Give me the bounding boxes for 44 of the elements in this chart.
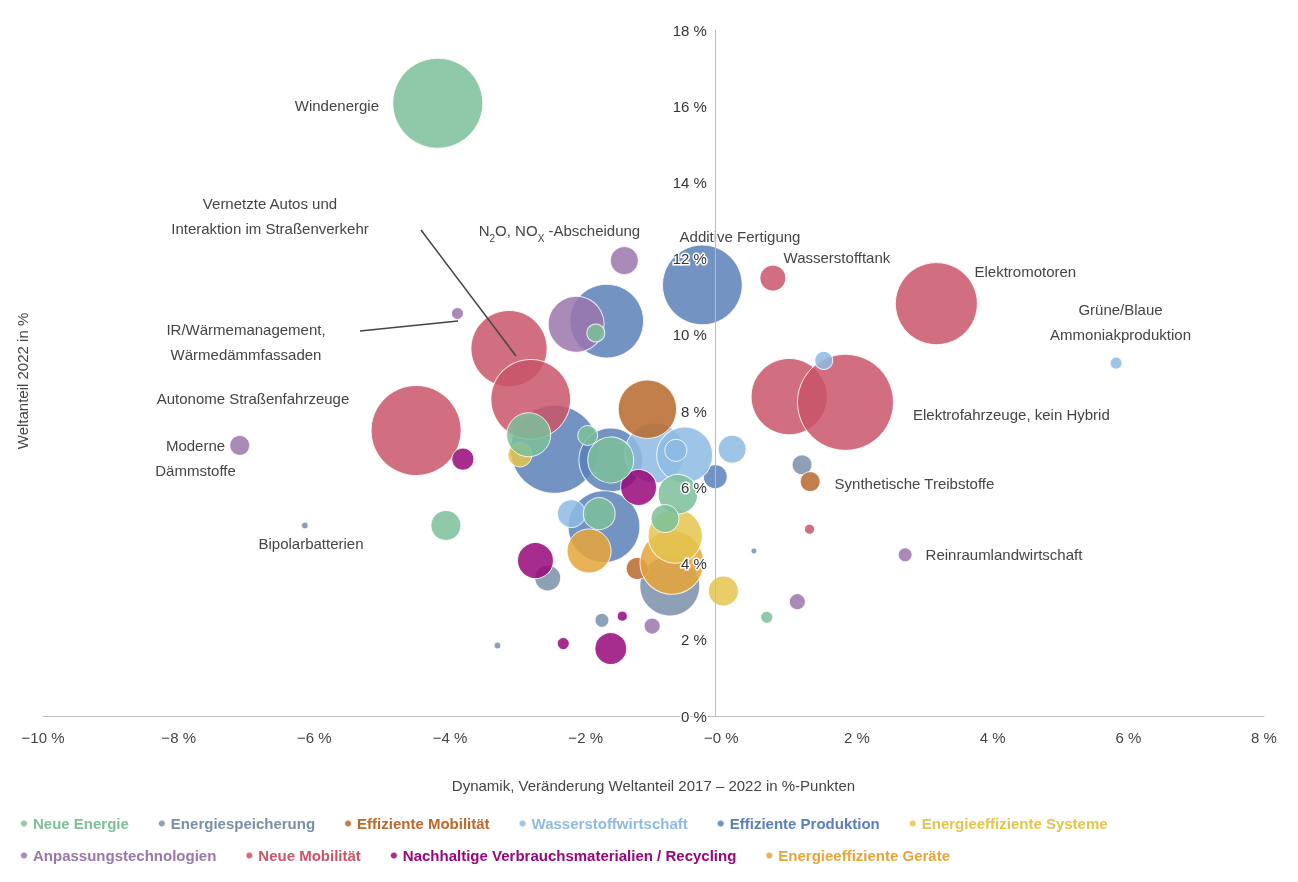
annotation: Synthetische Treibstoffe xyxy=(834,475,995,493)
legend-label: Effiziente Produktion xyxy=(729,815,880,832)
y-tick-label: 8 % xyxy=(680,402,707,420)
y-tick-label: 16 % xyxy=(672,97,707,115)
annotation: Bipolarbatterien xyxy=(258,534,364,552)
y-tick-label: 10 % xyxy=(672,326,707,344)
x-tick-label: −2 % xyxy=(568,729,603,746)
y-tick-label: 0 % xyxy=(680,707,707,725)
y-tick-label: 14 % xyxy=(672,173,707,191)
y-axis-title: Weltanteil 2022 in % xyxy=(13,312,31,450)
annotation: Vernetzte Autos und Interaktion im Straßenverkehr xyxy=(171,195,369,237)
annotation: Additive Fertigung xyxy=(679,227,801,245)
annotation: Windenergie xyxy=(294,96,379,114)
x-tick-label: −8 % xyxy=(161,729,196,746)
annotation: Elektromotoren xyxy=(974,263,1077,281)
y-tick-label: 12 % xyxy=(672,250,707,268)
x-tick-label: 4 % xyxy=(979,729,1006,746)
x-tick-label: −6 % xyxy=(297,729,332,746)
x-tick-label: −0 % xyxy=(704,729,739,746)
y-tick-label: 6 % xyxy=(680,478,707,496)
x-tick-label: 2 % xyxy=(844,729,870,746)
annotation: Reinraumlandwirtschaft xyxy=(925,546,1084,564)
legend-label: Energieeffiziente Geräte xyxy=(778,847,951,864)
annotation: Moderne Dämmstoffe xyxy=(155,437,236,480)
legend-label: Energiespeicherung xyxy=(170,815,316,832)
annotation: Grüne/Blaue Ammoniakproduktion xyxy=(1050,301,1191,344)
legend-label: Energieeffiziente Systeme xyxy=(921,815,1108,832)
y-tick-label: 2 % xyxy=(680,631,707,649)
x-axis-title: Dynamik, Veränderung Weltanteil 2017 – 2022 in %-Punkten xyxy=(451,777,856,794)
x-tick-label: −10 % xyxy=(21,729,65,746)
legend-label: Neue Energie xyxy=(33,815,129,832)
annotation: Elektrofahrzeuge, kein Hybrid xyxy=(913,405,1110,423)
y-tick-label: 18 % xyxy=(672,21,707,39)
x-tick-label: 6 % xyxy=(1115,729,1142,746)
legend-label: Effiziente Mobilität xyxy=(357,815,490,832)
x-tick-label: 8 % xyxy=(1251,729,1277,746)
annotation: Wasserstofftank xyxy=(783,248,891,266)
legend-label: Nachhaltige Verbrauchsmaterialien / Recycling xyxy=(402,847,737,864)
legend-label: Neue Mobilität xyxy=(258,847,361,864)
legend-label: Wasserstoffwirtschaft xyxy=(531,815,688,832)
annotation: IR/Wärmemanagement, Wärmedämmfassaden xyxy=(166,321,326,363)
annotation: Autonome Straßenfahrzeuge xyxy=(156,389,350,407)
legend-label: Anpassungstechnologien xyxy=(33,847,217,864)
x-tick-label: −4 % xyxy=(432,729,468,746)
